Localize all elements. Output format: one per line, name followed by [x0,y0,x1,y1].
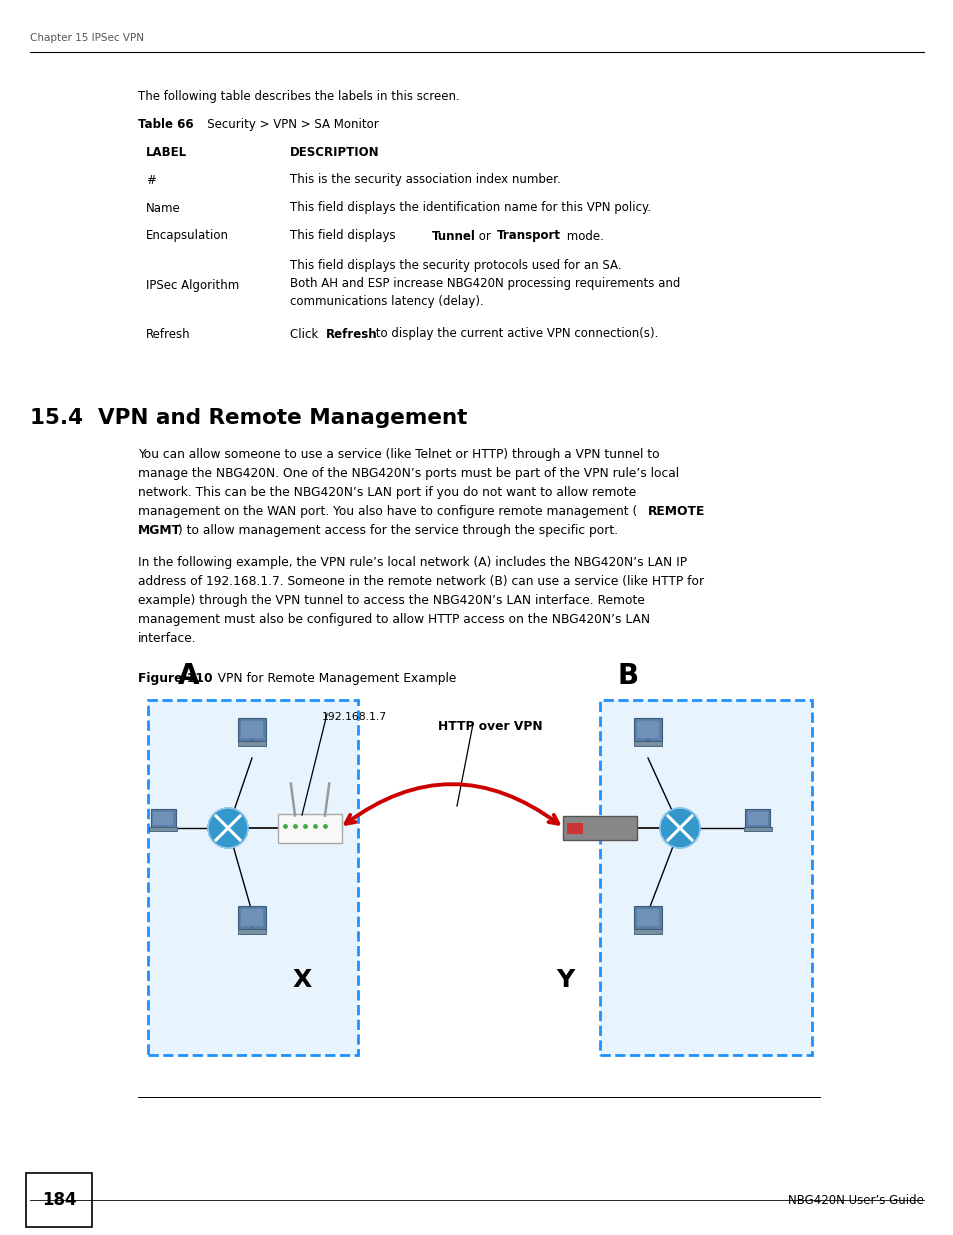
Text: management must also be configured to allow HTTP access on the NBG420N’s LAN: management must also be configured to al… [138,613,649,626]
Text: communications latency (delay).: communications latency (delay). [290,295,483,309]
Text: REMOTE: REMOTE [647,505,704,517]
Text: VPN for Remote Management Example: VPN for Remote Management Example [206,672,456,685]
Bar [148,700,357,1055]
Circle shape [659,808,700,848]
Text: 192.168.1.7: 192.168.1.7 [322,713,387,722]
Text: In the following example, the VPN rule’s local network (A) includes the NBG420N’: In the following example, the VPN rule’s… [138,556,686,569]
Text: address of 192.168.1.7. Someone in the remote network (B) can use a service (lik: address of 192.168.1.7. Someone in the r… [138,576,703,588]
Bar [240,909,263,925]
Text: MGMT: MGMT [138,524,181,537]
Text: This field displays the identification name for this VPN policy.: This field displays the identification n… [290,201,651,215]
Text: mode.: mode. [562,230,603,242]
Circle shape [208,808,248,848]
Text: IPSec Algorithm: IPSec Algorithm [146,279,239,291]
Text: Security > VPN > SA Monitor: Security > VPN > SA Monitor [195,119,378,131]
FancyBboxPatch shape [151,809,175,827]
Bar [636,721,659,737]
Text: network. This can be the NBG420N’s LAN port if you do not want to allow remote: network. This can be the NBG420N’s LAN p… [138,487,636,499]
Bar [636,909,659,925]
FancyBboxPatch shape [237,718,266,741]
FancyBboxPatch shape [149,826,176,831]
FancyBboxPatch shape [237,741,266,746]
FancyBboxPatch shape [26,1173,91,1228]
Text: Encapsulation: Encapsulation [146,230,229,242]
Text: This field displays: This field displays [290,230,399,242]
Text: Both AH and ESP increase NBG420N processing requirements and: Both AH and ESP increase NBG420N process… [290,278,679,290]
Bar [599,700,811,1055]
Text: 15.4  VPN and Remote Management: 15.4 VPN and Remote Management [30,408,467,429]
Text: Refresh: Refresh [326,327,377,341]
Text: or: or [475,230,494,242]
FancyBboxPatch shape [237,905,266,929]
Text: Click: Click [290,327,322,341]
Text: example) through the VPN tunnel to access the NBG420N’s LAN interface. Remote: example) through the VPN tunnel to acces… [138,594,644,606]
Text: Transport: Transport [497,230,560,242]
Text: Table 66: Table 66 [138,119,193,131]
Text: A: A [178,662,199,690]
FancyBboxPatch shape [633,905,661,929]
Text: NBG420N User’s Guide: NBG420N User’s Guide [787,1193,923,1207]
Text: This is the security association index number.: This is the security association index n… [290,173,560,186]
Text: interface.: interface. [138,632,196,645]
FancyBboxPatch shape [743,826,771,831]
Text: ) to allow management access for the service through the specific port.: ) to allow management access for the ser… [178,524,618,537]
FancyArrowPatch shape [345,784,558,824]
Text: 184: 184 [42,1191,76,1209]
Text: HTTP over VPN: HTTP over VPN [437,720,542,734]
Text: The following table describes the labels in this screen.: The following table describes the labels… [138,90,459,103]
Text: You can allow someone to use a service (like Telnet or HTTP) through a VPN tunne: You can allow someone to use a service (… [138,448,659,461]
FancyBboxPatch shape [562,816,637,840]
Text: Name: Name [146,201,180,215]
Text: Figure 110: Figure 110 [138,672,213,685]
Bar [566,823,582,834]
FancyBboxPatch shape [237,929,266,934]
Text: Refresh: Refresh [146,327,191,341]
Text: This field displays the security protocols used for an SA.: This field displays the security protoco… [290,259,620,273]
FancyBboxPatch shape [633,929,661,934]
Bar [153,811,172,825]
Text: management on the WAN port. You also have to configure remote management (: management on the WAN port. You also hav… [138,505,637,517]
Text: to display the current active VPN connection(s).: to display the current active VPN connec… [372,327,658,341]
Text: DESCRIPTION: DESCRIPTION [290,146,379,158]
Text: X: X [292,968,312,992]
Bar [747,811,767,825]
Text: manage the NBG420N. One of the NBG420N’s ports must be part of the VPN rule’s lo: manage the NBG420N. One of the NBG420N’s… [138,467,679,480]
Text: Chapter 15 IPSec VPN: Chapter 15 IPSec VPN [30,33,144,43]
Bar [240,721,263,737]
FancyBboxPatch shape [633,741,661,746]
FancyBboxPatch shape [277,814,341,842]
FancyBboxPatch shape [633,718,661,741]
Text: #: # [146,173,155,186]
Text: Y: Y [556,968,574,992]
Text: B: B [618,662,639,690]
FancyBboxPatch shape [744,809,770,827]
Text: LABEL: LABEL [146,146,187,158]
Text: Tunnel: Tunnel [432,230,476,242]
